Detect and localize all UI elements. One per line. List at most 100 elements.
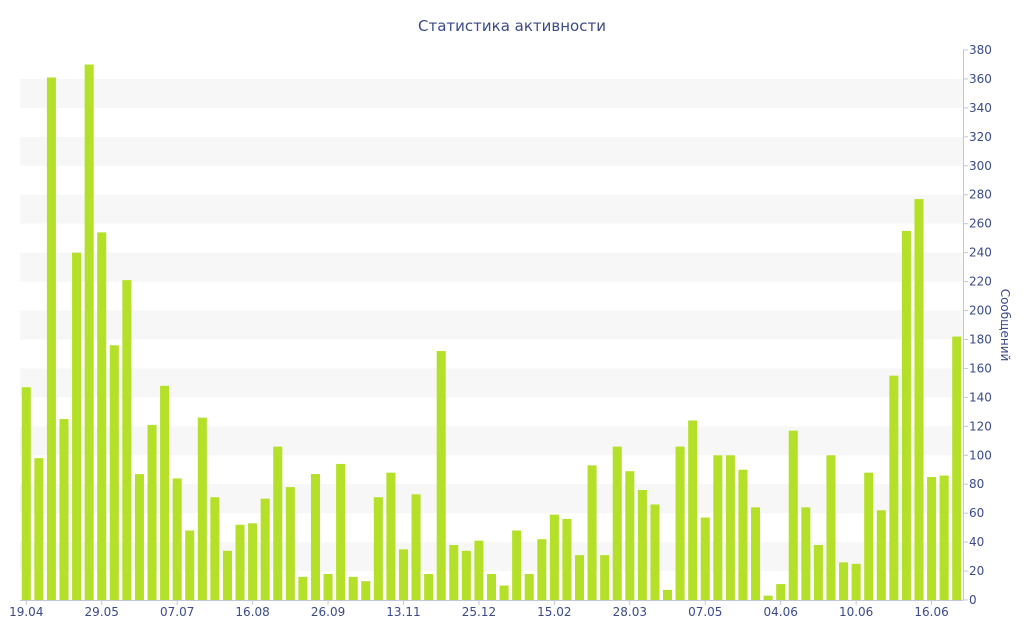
- bar[interactable]: [675, 446, 685, 600]
- bar[interactable]: [285, 487, 295, 600]
- bar[interactable]: [72, 252, 82, 600]
- bar[interactable]: [373, 497, 383, 600]
- bar[interactable]: [248, 523, 258, 600]
- bar[interactable]: [361, 581, 371, 600]
- bar[interactable]: [776, 584, 786, 600]
- bar[interactable]: [788, 430, 798, 600]
- bar[interactable]: [763, 595, 773, 600]
- y-tick-label: 100: [969, 448, 992, 462]
- bar[interactable]: [122, 280, 132, 600]
- bar[interactable]: [109, 345, 119, 600]
- bar[interactable]: [197, 417, 207, 600]
- y-tick-label: 0: [969, 593, 977, 607]
- y-tick-label: 80: [969, 477, 984, 491]
- bar[interactable]: [449, 545, 459, 600]
- bar[interactable]: [273, 446, 283, 600]
- bar[interactable]: [97, 232, 107, 600]
- y-tick-label: 200: [969, 304, 992, 318]
- bar[interactable]: [927, 476, 937, 600]
- bar[interactable]: [952, 336, 962, 600]
- bar[interactable]: [222, 550, 232, 600]
- bar[interactable]: [59, 419, 69, 600]
- bar[interactable]: [889, 375, 899, 600]
- y-tick-label: 280: [969, 188, 992, 202]
- bar[interactable]: [738, 469, 748, 600]
- bar[interactable]: [21, 387, 31, 600]
- bar[interactable]: [160, 385, 170, 600]
- bar[interactable]: [436, 351, 446, 600]
- bar[interactable]: [486, 573, 497, 600]
- bar[interactable]: [839, 562, 849, 600]
- bar[interactable]: [801, 507, 811, 600]
- bar[interactable]: [323, 573, 333, 600]
- bar[interactable]: [474, 540, 484, 600]
- bar[interactable]: [235, 524, 245, 600]
- bar[interactable]: [461, 550, 471, 600]
- y-tick-label: 300: [969, 159, 992, 173]
- bar[interactable]: [210, 497, 220, 600]
- y-tick-label: 120: [969, 419, 992, 433]
- y-tick-label: 260: [969, 217, 992, 231]
- bar[interactable]: [537, 539, 547, 600]
- bar[interactable]: [826, 455, 836, 600]
- bar[interactable]: [424, 573, 434, 600]
- bar[interactable]: [637, 490, 647, 600]
- bar[interactable]: [851, 563, 861, 600]
- bar[interactable]: [901, 230, 911, 601]
- bar[interactable]: [147, 424, 157, 600]
- y-tick-label: 20: [969, 564, 984, 578]
- bar[interactable]: [600, 555, 610, 600]
- y-tick-label: 380: [969, 43, 992, 57]
- bar[interactable]: [310, 474, 320, 600]
- bar[interactable]: [574, 555, 585, 600]
- bar[interactable]: [84, 64, 94, 601]
- bar[interactable]: [549, 514, 559, 600]
- y-tick-label: 240: [969, 246, 992, 260]
- bar[interactable]: [46, 77, 56, 601]
- x-tick-label: 07.05: [688, 605, 722, 619]
- bar[interactable]: [700, 517, 710, 601]
- grid-band: [20, 310, 963, 340]
- bar[interactable]: [512, 530, 522, 600]
- x-tick-label: 28.03: [613, 605, 647, 619]
- bar[interactable]: [650, 504, 660, 600]
- grid-band: [20, 426, 963, 456]
- bar[interactable]: [612, 446, 622, 600]
- bar[interactable]: [298, 576, 308, 600]
- bar[interactable]: [260, 498, 270, 600]
- x-tick-label: 16.06: [914, 605, 948, 619]
- x-tick-label: 26.09: [311, 605, 345, 619]
- x-tick-label: 29.05: [85, 605, 119, 619]
- bar[interactable]: [587, 465, 597, 600]
- bar[interactable]: [386, 472, 396, 600]
- bar[interactable]: [348, 576, 358, 600]
- bar[interactable]: [336, 463, 346, 600]
- bar[interactable]: [172, 478, 182, 600]
- bar[interactable]: [34, 458, 44, 600]
- bar[interactable]: [411, 494, 421, 600]
- bar[interactable]: [185, 530, 195, 600]
- bar[interactable]: [751, 507, 761, 600]
- grid-band: [20, 78, 963, 108]
- bar[interactable]: [725, 455, 735, 600]
- bar[interactable]: [914, 199, 924, 600]
- bars-group: [21, 64, 962, 601]
- x-tick-label: 04.06: [764, 605, 798, 619]
- bar[interactable]: [663, 589, 673, 600]
- bar[interactable]: [499, 585, 509, 600]
- bar[interactable]: [688, 420, 698, 600]
- bar[interactable]: [813, 545, 823, 600]
- y-tick-label: 180: [969, 332, 992, 346]
- bar[interactable]: [864, 472, 874, 600]
- bar[interactable]: [562, 518, 572, 600]
- grid-band: [20, 136, 963, 166]
- bar[interactable]: [713, 455, 723, 600]
- bar[interactable]: [939, 475, 949, 600]
- bar[interactable]: [134, 474, 144, 600]
- bar[interactable]: [876, 510, 886, 600]
- bar[interactable]: [524, 573, 534, 600]
- x-tick-label: 19.04: [9, 605, 43, 619]
- bar[interactable]: [625, 471, 635, 600]
- bar[interactable]: [398, 549, 409, 600]
